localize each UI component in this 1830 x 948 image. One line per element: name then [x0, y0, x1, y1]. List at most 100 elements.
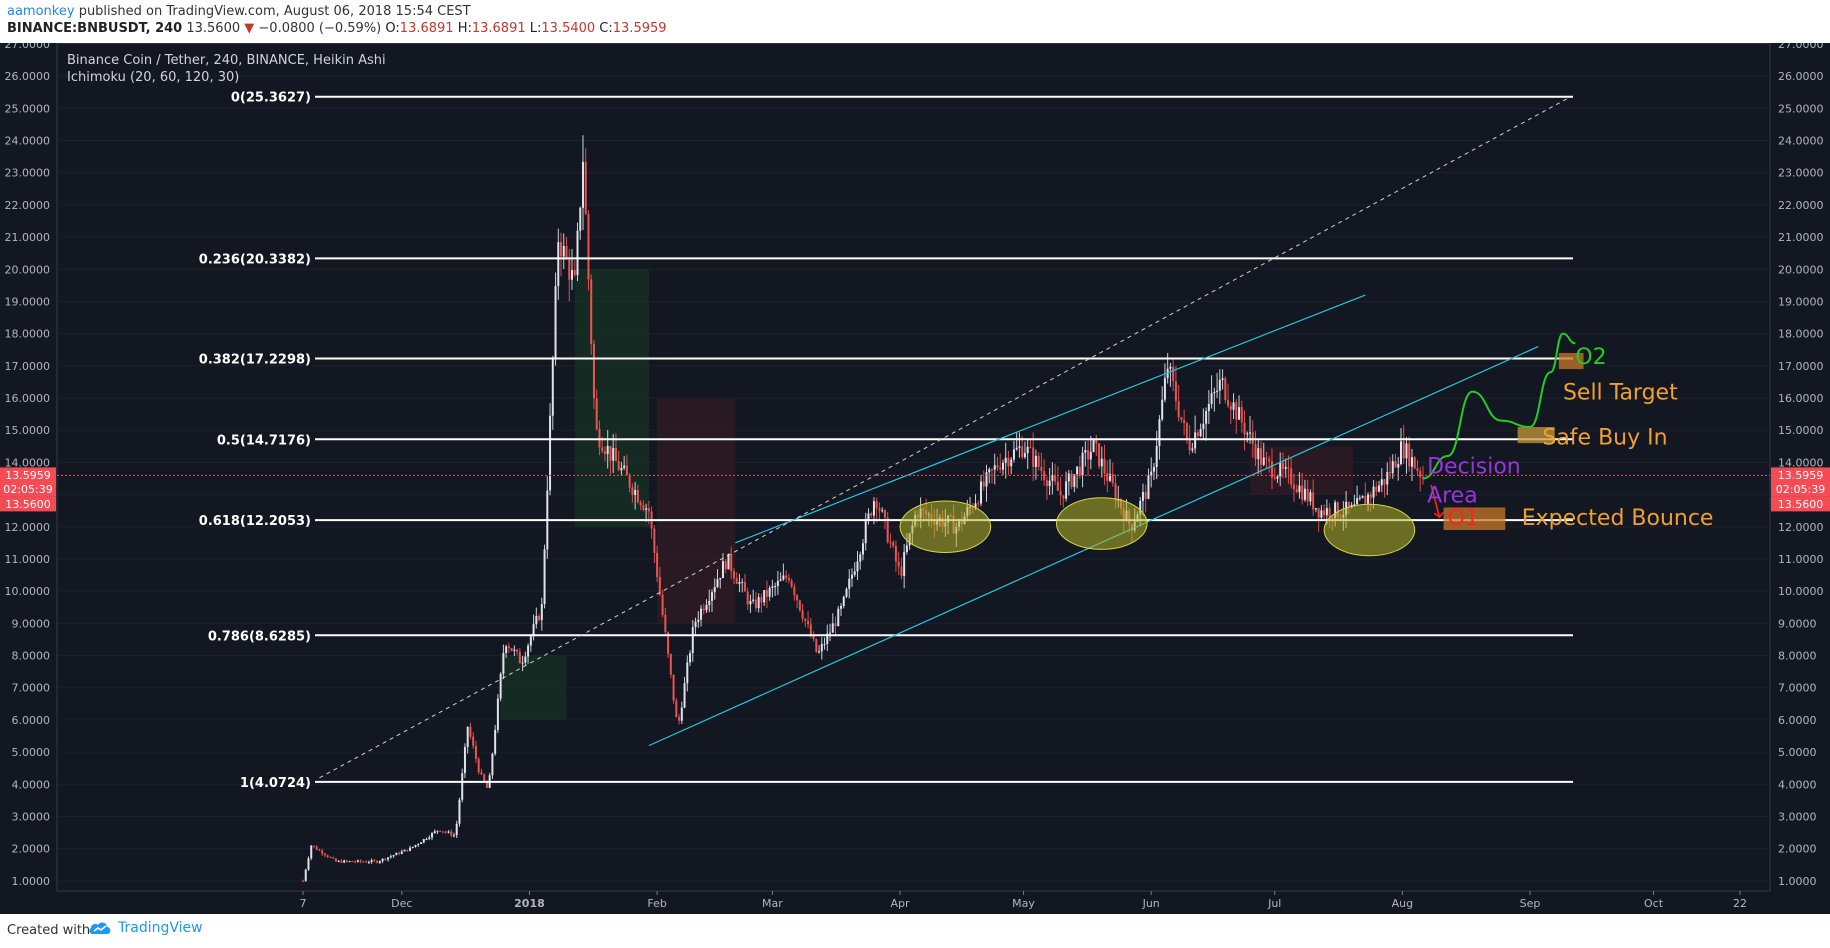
- candle-body: [1364, 496, 1367, 504]
- candle-body: [513, 649, 516, 651]
- price-tag-right: [1771, 481, 1830, 497]
- candle-body: [1199, 429, 1202, 437]
- candle-body: [1416, 468, 1419, 472]
- candle-body: [1059, 490, 1062, 496]
- candle-body: [757, 597, 760, 609]
- candle-body: [469, 726, 472, 737]
- candle-body: [735, 578, 738, 584]
- candle-body: [532, 624, 535, 637]
- y-tick-right: 10.0000: [1778, 585, 1824, 598]
- candle-body: [1010, 459, 1013, 467]
- candle-body: [763, 590, 766, 603]
- candle-body: [507, 646, 510, 649]
- candle-body: [889, 542, 892, 544]
- candle-body: [1076, 466, 1079, 475]
- candle-body: [367, 862, 370, 864]
- candle-body: [1268, 458, 1271, 462]
- candle-body: [787, 577, 790, 581]
- y-tick-right: 1.0000: [1778, 875, 1817, 888]
- y-tick-right: 2.0000: [1778, 843, 1817, 856]
- candle-body: [1196, 432, 1199, 437]
- x-tick-label: Aug: [1392, 897, 1413, 910]
- candle-body: [406, 849, 409, 851]
- candle-body: [540, 604, 543, 621]
- candle-body: [1034, 455, 1037, 467]
- candle-body: [892, 542, 895, 546]
- candle-body: [472, 736, 475, 746]
- o1-arrow: [1430, 484, 1445, 519]
- candle-body: [996, 465, 999, 468]
- support-ellipse: [1055, 497, 1148, 550]
- candle-body: [321, 850, 324, 854]
- candle-body: [455, 823, 458, 836]
- tradingview-logo[interactable]: TradingView: [88, 920, 203, 936]
- candle-body: [669, 653, 672, 675]
- y-tick-right: 27.0000: [1778, 43, 1824, 51]
- chart-area[interactable]: 0(25.3627) 0.236(20.3382) 0.382(17.2298) 0.…: [0, 38, 1830, 914]
- footer: Created with TradingView: [0, 914, 1830, 948]
- candle-series: [302, 135, 1424, 882]
- candle-body: [1029, 446, 1032, 448]
- candle-body: [1103, 458, 1106, 474]
- candle-body: [820, 644, 823, 652]
- candle-body: [441, 831, 444, 833]
- candle-body: [521, 662, 524, 664]
- candle-body: [1185, 423, 1188, 440]
- price-chart[interactable]: 0(25.3627) 0.236(20.3382) 0.382(17.2298) 0.…: [0, 38, 1830, 914]
- y-tick-left: 26.0000: [5, 70, 51, 83]
- candle-body: [639, 502, 642, 506]
- candle-body: [1067, 473, 1070, 482]
- plot-frame: [56, 42, 1771, 892]
- candle-body: [494, 729, 497, 754]
- candle-body: [1361, 496, 1364, 498]
- grid-lines: [56, 42, 1771, 892]
- publish-header: aamonkey published on TradingView.com, A…: [0, 0, 1830, 43]
- candle-body: [829, 632, 832, 634]
- candle-body: [1048, 480, 1051, 487]
- candle-body: [365, 861, 368, 863]
- x-tick-label: Sep: [1520, 897, 1541, 910]
- candle-body: [1405, 443, 1408, 459]
- candle-body: [543, 549, 546, 605]
- candle-body: [691, 627, 694, 654]
- candle-body: [1078, 466, 1081, 476]
- candle-body: [1334, 502, 1337, 519]
- candle-body: [807, 620, 810, 625]
- candle-body: [579, 207, 582, 231]
- candle-body: [323, 853, 326, 856]
- fib-label: 0(25.3627): [231, 91, 311, 106]
- candle-body: [502, 653, 505, 674]
- y-tick-left: 10.0000: [5, 585, 51, 598]
- candle-body: [1150, 471, 1153, 476]
- candle-body: [496, 698, 499, 730]
- candle-body: [359, 860, 362, 862]
- candle-body: [463, 747, 466, 774]
- candle-body: [1328, 508, 1331, 518]
- candle-body: [1251, 432, 1254, 445]
- cloud-segment: [500, 655, 567, 720]
- candle-body: [398, 852, 401, 854]
- candle-body: [903, 552, 906, 576]
- close-value: 13.5959: [612, 21, 667, 36]
- candle-body: [516, 649, 519, 652]
- tradingview-brand: TradingView: [118, 920, 203, 936]
- candle-body: [417, 843, 420, 845]
- candle-body: [370, 860, 373, 863]
- candle-body: [326, 855, 329, 857]
- candle-body: [1023, 453, 1026, 458]
- candle-body: [840, 606, 843, 609]
- candle-body: [587, 213, 590, 280]
- y-tick-left: 23.0000: [5, 167, 51, 180]
- y-tick-left: 5.0000: [12, 746, 51, 759]
- legend-indicator: Ichimoku (20, 60, 120, 30): [67, 70, 239, 85]
- candle-body: [1202, 423, 1205, 430]
- candle-body: [1040, 466, 1043, 472]
- candle-body: [870, 513, 873, 516]
- author-link[interactable]: aamonkey: [7, 4, 75, 19]
- candle-body: [1369, 494, 1372, 498]
- candle-body: [304, 869, 307, 881]
- candle-body: [1224, 378, 1227, 400]
- candle-body: [554, 286, 557, 359]
- candle-body: [645, 508, 648, 510]
- annotation-text: O1: [1448, 506, 1479, 531]
